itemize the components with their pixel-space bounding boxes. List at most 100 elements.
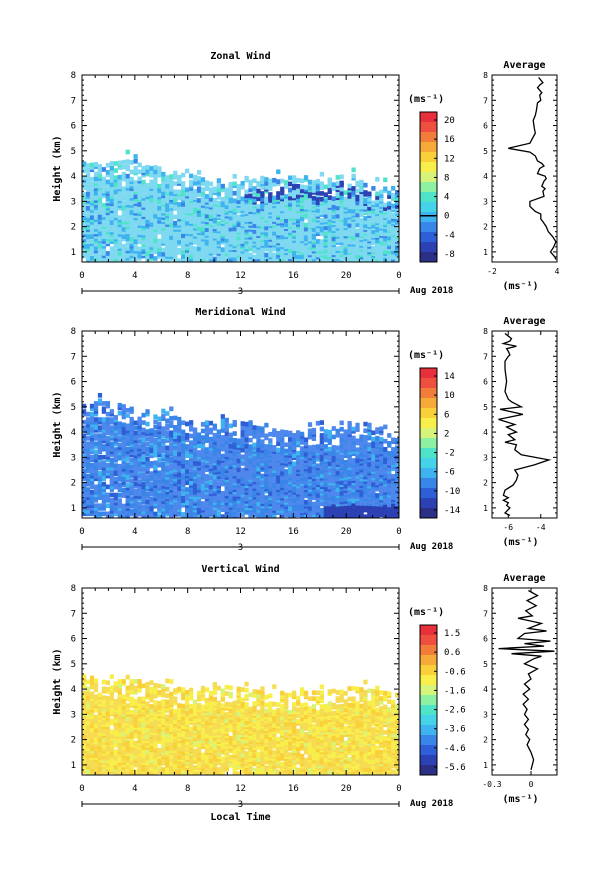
colorbar-swatch [420,252,437,263]
average-profile-line [498,332,552,517]
colorbar-swatch [420,242,437,253]
colorbar-swatch [420,418,437,429]
colorbar-swatch [420,232,437,243]
colorbar-tick-label: -3.6 [444,725,466,735]
colorbar-tick-label: -1.6 [444,686,466,696]
colorbar-swatch [420,755,437,766]
colorbar-tick-label: 4 [444,193,449,203]
colorbar-tick-label: -4 [444,231,455,241]
panel-title: Zonal Wind [210,50,270,62]
colorbar-swatch [420,645,437,656]
colorbar-tick-label: 12 [444,154,455,164]
average-x-tick-label: -4 [536,523,546,532]
colorbar-swatch [420,368,437,379]
colorbar-tick-label: -8 [444,250,455,260]
colorbar-tick-label: -10 [444,487,460,497]
y-tick-label: 6 [71,122,76,132]
y-tick-label: 8 [71,327,76,337]
average-x-tick-label: 0 [529,780,534,789]
colorbar-frame [419,111,438,263]
y-tick-label: 1 [71,761,76,771]
average-y-tick-label: 7 [483,352,488,361]
colorbar-swatch [420,182,437,193]
colorbar-tick-label: -2.6 [444,706,466,716]
average-y-tick-label: 1 [483,504,488,513]
colorbar-swatch [420,152,437,163]
x-tick-label: 20 [341,784,352,794]
average-x-tick-label: -2 [487,267,497,276]
colorbar-tick-label: 20 [444,116,455,126]
y-tick-label: 4 [71,172,76,182]
average-x-axis-label: (ms⁻¹) [502,281,538,292]
colorbar-frame [419,624,438,776]
average-y-tick-label: 3 [483,710,488,719]
x-tick-label: 20 [341,527,352,537]
panel-title: Vertical Wind [201,563,279,575]
colorbar-swatch [420,745,437,756]
colorbar-swatch [420,478,437,489]
colorbar-swatch [420,212,437,223]
average-frame [491,587,558,776]
colorbar-tick-label: 0 [444,212,449,222]
colorbar-swatch [420,635,437,646]
x-tick-label: 4 [132,271,137,281]
colorbar-swatch [420,132,437,143]
date-label: 3 [238,287,243,297]
colorbar-tick-label: 10 [444,391,455,401]
average-profile-line [508,77,557,260]
average-y-tick-label: 8 [483,71,488,80]
x-tick-label: 16 [288,784,299,794]
colorbar-swatch [420,468,437,479]
colorbar-swatch [420,715,437,726]
x-tick-label: 4 [132,527,137,537]
x-tick-label: 0 [79,271,84,281]
colorbar-tick-label: -2 [444,449,455,459]
y-tick-label: 5 [71,147,76,157]
average-y-tick-label: 6 [483,122,488,131]
colorbar-swatch [420,685,437,696]
colorbar-swatch [420,655,437,666]
x-tick-label: 8 [185,784,190,794]
date-suffix: Aug 2018 [410,542,453,552]
y-tick-label: 3 [71,453,76,463]
colorbar-swatch [420,458,437,469]
y-tick-label: 1 [71,248,76,258]
y-axis-label: Height (km) [51,391,63,457]
average-y-tick-label: 3 [483,453,488,462]
average-y-tick-label: 2 [483,736,488,745]
average-y-tick-label: 1 [483,248,488,257]
average-y-tick-label: 8 [483,584,488,593]
colorbar-swatch [420,735,437,746]
date-suffix: Aug 2018 [410,799,453,809]
colorbar-tick-label: -4.6 [444,744,466,754]
y-tick-label: 2 [71,223,76,233]
y-tick-label: 4 [71,428,76,438]
average-y-tick-label: 8 [483,327,488,336]
average-frame [491,74,558,263]
colorbar-tick-label: -0.6 [444,667,466,677]
y-tick-label: 1 [71,504,76,514]
colorbar-unit: (ms⁻¹) [408,350,444,361]
colorbar-tick-label: 16 [444,135,455,145]
date-label: 3 [238,543,243,553]
average-y-tick-label: 3 [483,197,488,206]
y-tick-label: 4 [71,685,76,695]
average-y-tick-label: 4 [483,172,488,181]
date-label: 3 [238,800,243,810]
average-y-tick-label: 4 [483,685,488,694]
colorbar-swatch [420,398,437,409]
colorbar-swatch [420,625,437,636]
colorbar-tick-label: 14 [444,372,455,382]
colorbar-swatch [420,725,437,736]
y-tick-label: 8 [71,71,76,81]
x-tick-label: 12 [235,271,246,281]
colorbar-tick-label: 2 [444,429,449,439]
y-tick-label: 8 [71,584,76,594]
x-tick-label: 0 [396,527,401,537]
colorbar-swatch [420,665,437,676]
colorbar-swatch [420,122,437,133]
x-tick-label: 16 [288,527,299,537]
